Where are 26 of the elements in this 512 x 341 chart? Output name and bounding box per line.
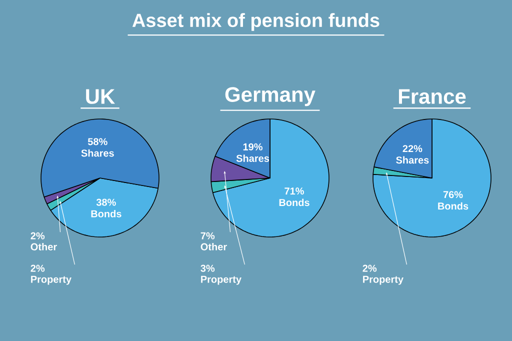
- data-label: 2%: [30, 264, 45, 272]
- chart-title: Germany: [225, 87, 316, 106]
- data-label: 2%: [30, 232, 45, 240]
- data-label: 2%: [362, 264, 377, 272]
- slice-label: Other: [30, 243, 57, 250]
- slice-label: Shares: [396, 156, 429, 164]
- slice-label: Property: [201, 276, 242, 285]
- slice-label: Bonds: [438, 202, 468, 210]
- text: Asset mix of pension funds: [132, 13, 380, 31]
- slice-label: Property: [363, 276, 404, 285]
- data-label: 38%: [96, 198, 116, 206]
- data-label: 22%: [402, 145, 422, 152]
- slice-label: Property: [31, 276, 72, 285]
- chart-title: UK: [86, 89, 115, 104]
- slice-label: Bonds: [91, 210, 122, 218]
- data-label: 76%: [443, 191, 463, 198]
- slice-label: Shares: [81, 149, 114, 157]
- chart-title: France: [398, 89, 466, 104]
- data-label: 71%: [284, 188, 304, 195]
- data-label: 19%: [243, 143, 262, 150]
- slice-label: Bonds: [279, 198, 310, 206]
- slice-label: Other: [200, 243, 227, 250]
- data-label: 58%: [88, 138, 108, 146]
- data-label: 7%: [200, 232, 215, 240]
- data-label: 3%: [200, 264, 215, 272]
- slice-label: Shares: [236, 154, 270, 162]
